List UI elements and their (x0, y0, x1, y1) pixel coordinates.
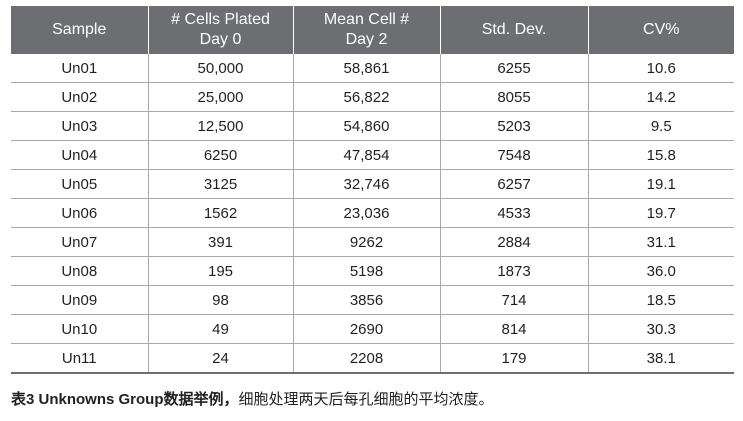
cell-std-dev: 8055 (439, 82, 588, 112)
table-row: Un10 49 2690 814 30.3 (11, 314, 734, 344)
cell-cv: 19.7 (587, 198, 734, 228)
cell-cells-plated: 6250 (147, 140, 293, 170)
cell-sample: Un07 (11, 227, 148, 257)
cell-std-dev: 6257 (439, 169, 588, 199)
cell-std-dev: 179 (439, 343, 588, 374)
table-body: Un01 50,000 58,861 6255 10.6 Un02 25,000 56,822… (11, 54, 734, 374)
table-caption: 表3 Unknowns Group数据举例，细胞处理两天后每孔细胞的平均浓度。 (11, 390, 494, 410)
header-mean-cell: Mean Cell # Day 2 (292, 6, 440, 54)
cell-sample: Un05 (11, 169, 148, 199)
cell-cv: 31.1 (587, 227, 734, 257)
cell-cells-plated: 49 (147, 314, 293, 344)
table-row: Un03 12,500 54,860 5203 9.5 (11, 111, 734, 141)
table-row: Un04 6250 47,854 7548 15.8 (11, 140, 734, 170)
cell-mean-cell: 5198 (292, 256, 440, 286)
header-cv: CV% (587, 6, 734, 54)
cell-cv: 15.8 (587, 140, 734, 170)
cell-mean-cell: 3856 (292, 285, 440, 315)
cell-sample: Un10 (11, 314, 148, 344)
cell-cv: 19.1 (587, 169, 734, 199)
cell-mean-cell: 2690 (292, 314, 440, 344)
cell-cv: 36.0 (587, 256, 734, 286)
cell-cells-plated: 24 (147, 343, 293, 374)
table-row: Un08 195 5198 1873 36.0 (11, 256, 734, 286)
cell-cells-plated: 195 (147, 256, 293, 286)
data-table-container: Sample # Cells Plated Day 0 Mean Cell # Da… (11, 6, 734, 374)
cell-std-dev: 7548 (439, 140, 588, 170)
cell-std-dev: 714 (439, 285, 588, 315)
cell-std-dev: 2884 (439, 227, 588, 257)
cell-std-dev: 5203 (439, 111, 588, 141)
cell-sample: Un06 (11, 198, 148, 228)
cell-std-dev: 4533 (439, 198, 588, 228)
table-row: Un06 1562 23,036 4533 19.7 (11, 198, 734, 228)
cell-mean-cell: 54,860 (292, 111, 440, 141)
cell-cells-plated: 391 (147, 227, 293, 257)
cell-mean-cell: 2208 (292, 343, 440, 374)
cell-sample: Un08 (11, 256, 148, 286)
cell-cv: 10.6 (587, 54, 734, 83)
cell-sample: Un11 (11, 343, 148, 374)
cell-std-dev: 1873 (439, 256, 588, 286)
cell-cv: 38.1 (587, 343, 734, 374)
table-row: Un09 98 3856 714 18.5 (11, 285, 734, 315)
header-row: Sample # Cells Plated Day 0 Mean Cell # Da… (11, 6, 734, 54)
cell-mean-cell: 23,036 (292, 198, 440, 228)
cell-sample: Un04 (11, 140, 148, 170)
table-header: Sample # Cells Plated Day 0 Mean Cell # Da… (11, 6, 734, 54)
cell-cells-plated: 98 (147, 285, 293, 315)
cell-cv: 9.5 (587, 111, 734, 141)
cell-mean-cell: 47,854 (292, 140, 440, 170)
cell-cells-plated: 50,000 (147, 54, 293, 83)
caption-bold: 表3 Unknowns Group数据举例， (11, 391, 239, 408)
cell-mean-cell: 56,822 (292, 82, 440, 112)
cell-cv: 30.3 (587, 314, 734, 344)
cell-cells-plated: 12,500 (147, 111, 293, 141)
cell-cv: 18.5 (587, 285, 734, 315)
cell-sample: Un03 (11, 111, 148, 141)
table-row: Un01 50,000 58,861 6255 10.6 (11, 54, 734, 83)
table-row: Un07 391 9262 2884 31.1 (11, 227, 734, 257)
cell-mean-cell: 58,861 (292, 54, 440, 83)
cell-sample: Un02 (11, 82, 148, 112)
cell-cells-plated: 3125 (147, 169, 293, 199)
cell-cells-plated: 1562 (147, 198, 293, 228)
cell-mean-cell: 32,746 (292, 169, 440, 199)
header-std-dev: Std. Dev. (439, 6, 588, 54)
header-sample: Sample (11, 6, 148, 54)
table-row: Un02 25,000 56,822 8055 14.2 (11, 82, 734, 112)
cell-sample: Un09 (11, 285, 148, 315)
header-cells-plated: # Cells Plated Day 0 (147, 6, 293, 54)
cell-std-dev: 6255 (439, 54, 588, 83)
table-row: Un05 3125 32,746 6257 19.1 (11, 169, 734, 199)
cell-std-dev: 814 (439, 314, 588, 344)
cell-cv: 14.2 (587, 82, 734, 112)
cell-cells-plated: 25,000 (147, 82, 293, 112)
table-row: Un11 24 2208 179 38.1 (11, 343, 734, 374)
caption-text: 细胞处理两天后每孔细胞的平均浓度。 (238, 391, 494, 408)
data-table: Sample # Cells Plated Day 0 Mean Cell # Da… (11, 6, 734, 374)
cell-sample: Un01 (11, 54, 148, 83)
cell-mean-cell: 9262 (292, 227, 440, 257)
